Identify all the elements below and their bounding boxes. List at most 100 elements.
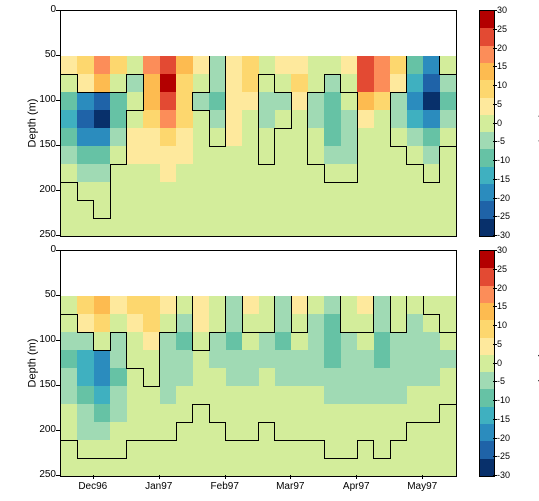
heatmap-cell <box>275 56 292 75</box>
zero-contour <box>143 368 144 387</box>
heatmap-cell <box>61 368 78 387</box>
y-tick-label: 250 <box>28 229 56 240</box>
y-tick-label: 0 <box>28 244 56 255</box>
colorbar-tick-label: -5 <box>497 376 505 386</box>
colorbar-tick-label: -10 <box>497 395 510 405</box>
zero-contour <box>225 56 226 75</box>
heatmap-cell <box>143 422 160 441</box>
heatmap-cell <box>275 74 292 93</box>
heatmap-cell <box>259 218 276 237</box>
heatmap-cell <box>374 386 391 405</box>
heatmap-cell <box>291 182 308 201</box>
heatmap-cell <box>341 128 358 147</box>
zero-contour <box>274 146 275 165</box>
heatmap-cell <box>390 74 407 93</box>
heatmap-cell <box>127 110 144 129</box>
heatmap-cell <box>143 146 160 165</box>
heatmap-cell <box>341 218 358 237</box>
heatmap-cell <box>226 200 243 219</box>
zero-contour <box>126 350 127 369</box>
heatmap-cell <box>390 350 407 369</box>
colorbar-segment <box>480 286 494 304</box>
heatmap-cell <box>77 146 94 165</box>
heatmap-cell <box>259 146 276 165</box>
heatmap-cell <box>291 74 308 93</box>
heatmap-cell <box>176 314 193 333</box>
heatmap-cell <box>407 92 424 111</box>
zero-contour <box>160 440 177 441</box>
heatmap-cell <box>324 296 341 315</box>
zero-contour <box>390 146 407 147</box>
heatmap-cell <box>324 128 341 147</box>
heatmap-cell <box>324 440 341 459</box>
zero-contour <box>423 422 440 423</box>
heatmap-cell <box>341 332 358 351</box>
zero-contour <box>77 458 94 459</box>
zero-contour <box>423 296 424 315</box>
heatmap-cell <box>341 74 358 93</box>
heatmap-cell <box>259 386 276 405</box>
heatmap-cell <box>291 296 308 315</box>
colorbar-tick-label: 30 <box>497 5 507 15</box>
heatmap-cell <box>160 92 177 111</box>
zero-contour <box>340 296 341 315</box>
heatmap-cell <box>193 386 210 405</box>
zero-contour <box>307 128 308 147</box>
zero-contour <box>159 332 160 351</box>
heatmap-cell <box>209 164 226 183</box>
colorbar-segment <box>480 80 494 98</box>
colorbar-tick-label: 25 <box>497 264 507 274</box>
zero-contour <box>274 128 275 147</box>
zero-contour <box>77 74 78 93</box>
zero-contour <box>258 110 259 129</box>
heatmap-cell <box>291 128 308 147</box>
colorbar-tick-mark <box>493 438 497 439</box>
heatmap-cell <box>61 350 78 369</box>
heatmap-cell <box>291 110 308 129</box>
heatmap-cell <box>242 368 259 387</box>
heatmap-cell <box>357 146 374 165</box>
heatmap-cell <box>440 200 457 219</box>
heatmap-cell <box>390 92 407 111</box>
heatmap-cell <box>61 440 78 459</box>
heatmap-cell <box>341 56 358 75</box>
heatmap-cell <box>110 314 127 333</box>
heatmap-cell <box>94 74 111 93</box>
zero-contour <box>209 110 210 129</box>
heatmap-cell <box>390 200 407 219</box>
heatmap-cell <box>374 146 391 165</box>
heatmap-cell <box>209 368 226 387</box>
zero-contour <box>357 332 374 333</box>
zero-contour <box>308 440 325 441</box>
colorbar-tick-mark <box>493 250 497 251</box>
heatmap-cell <box>423 182 440 201</box>
heatmap-cell <box>143 458 160 477</box>
heatmap-cell <box>275 110 292 129</box>
heatmap-cell <box>160 218 177 237</box>
heatmap-cell <box>440 422 457 441</box>
heatmap-cell <box>61 218 78 237</box>
colorbar-segment <box>480 407 494 425</box>
heatmap-cell <box>275 296 292 315</box>
zero-contour <box>291 440 308 441</box>
zero-contour <box>274 422 275 441</box>
heatmap-cell <box>440 56 457 75</box>
heatmap-cell <box>291 200 308 219</box>
heatmap-cell <box>242 110 259 129</box>
zero-contour <box>357 92 358 111</box>
heatmap-cell <box>77 218 94 237</box>
heatmap-cell <box>308 422 325 441</box>
x-tick-mark <box>225 475 226 479</box>
zero-contour <box>341 332 358 333</box>
colorbar-tick-mark <box>493 141 497 142</box>
heatmap-cell <box>308 386 325 405</box>
heatmap-cell <box>308 200 325 219</box>
zero-contour <box>110 164 111 183</box>
zero-contour <box>390 92 391 111</box>
colorbar-tick-label: -25 <box>497 211 510 221</box>
heatmap-cell <box>324 368 341 387</box>
y-tick-label: 0 <box>28 4 56 15</box>
heatmap-cell <box>291 350 308 369</box>
heatmap-cell <box>440 332 457 351</box>
heatmap-cell <box>94 128 111 147</box>
